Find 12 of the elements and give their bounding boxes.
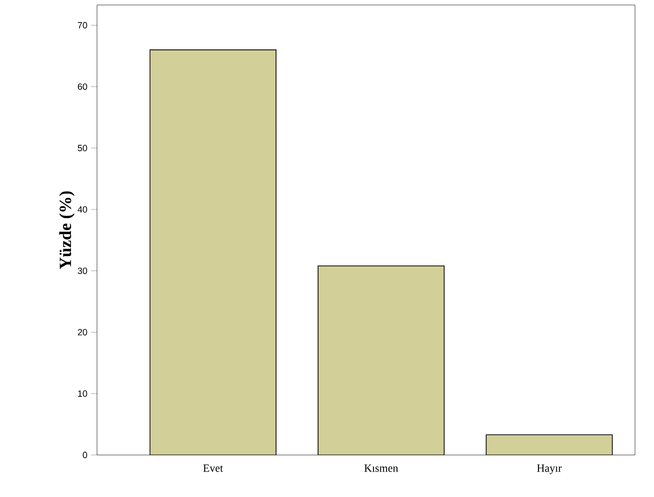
y-tick-label: 50 [78, 144, 88, 152]
y-tick-label: 40 [78, 206, 88, 213]
y-tick-label: 60 [78, 83, 88, 90]
x-tick-label: Kısmen [364, 464, 398, 472]
y-tick-label: 70 [78, 22, 88, 28]
x-tick-label: Hayır [537, 464, 562, 474]
x-tick-label: Evet [203, 464, 224, 472]
y-tick-label: 10 [78, 390, 88, 397]
y-axis-title: Yüzde (%) [59, 191, 75, 270]
y-tick-label: 30 [78, 268, 88, 274]
y-tick-label: 0 [82, 452, 88, 458]
y-tick-label: 20 [78, 329, 88, 336]
